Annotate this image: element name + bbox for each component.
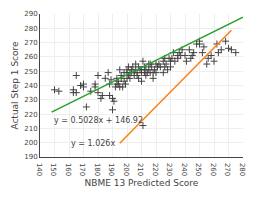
svg-text:y = 1.026x: y = 1.026x bbox=[71, 139, 115, 148]
svg-text:190: 190 bbox=[107, 163, 115, 176]
svg-text:150: 150 bbox=[49, 163, 57, 176]
svg-text:180: 180 bbox=[93, 163, 101, 176]
svg-text:290: 290 bbox=[24, 10, 37, 18]
svg-text:230: 230 bbox=[24, 96, 37, 104]
svg-text:200: 200 bbox=[24, 139, 37, 147]
svg-text:260: 260 bbox=[24, 53, 37, 61]
svg-text:170: 170 bbox=[78, 163, 86, 176]
svg-text:210: 210 bbox=[24, 125, 37, 133]
svg-text:250: 250 bbox=[194, 163, 202, 176]
svg-text:220: 220 bbox=[24, 111, 37, 119]
svg-text:210: 210 bbox=[136, 163, 144, 176]
svg-text:240: 240 bbox=[180, 163, 188, 176]
svg-text:230: 230 bbox=[165, 163, 173, 176]
svg-text:Actual Step 1 Score: Actual Step 1 Score bbox=[10, 41, 20, 130]
svg-text:270: 270 bbox=[223, 163, 231, 176]
svg-text:240: 240 bbox=[24, 82, 37, 90]
svg-text:190: 190 bbox=[24, 153, 37, 161]
svg-text:140: 140 bbox=[35, 163, 43, 176]
svg-text:280: 280 bbox=[238, 163, 246, 176]
svg-text:y = 0.5028x + 146.92: y = 0.5028x + 146.92 bbox=[54, 116, 143, 125]
svg-text:280: 280 bbox=[24, 25, 37, 33]
svg-text:250: 250 bbox=[24, 68, 37, 76]
svg-text:260: 260 bbox=[209, 163, 217, 176]
svg-text:NBME 13 Predicted Score: NBME 13 Predicted Score bbox=[85, 178, 199, 188]
svg-text:270: 270 bbox=[24, 39, 37, 47]
svg-text:200: 200 bbox=[122, 163, 130, 176]
svg-text:160: 160 bbox=[64, 163, 72, 176]
svg-text:220: 220 bbox=[151, 163, 159, 176]
